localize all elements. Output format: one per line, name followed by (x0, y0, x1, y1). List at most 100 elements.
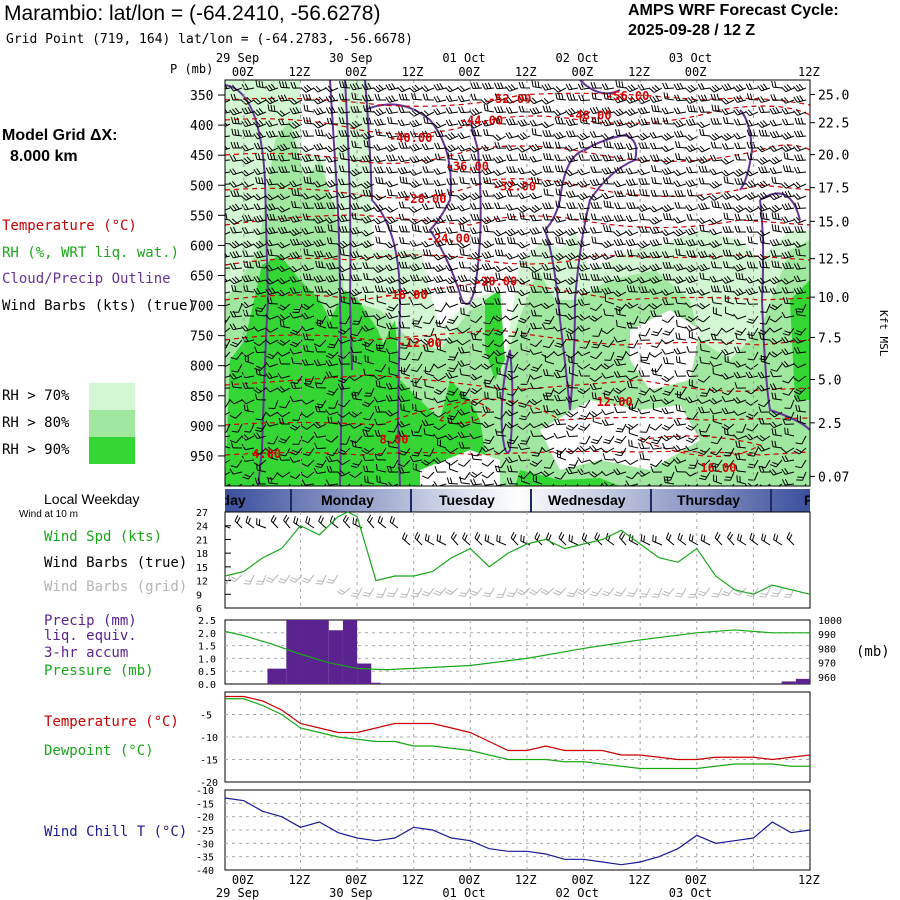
barb-staff (359, 483, 363, 486)
barb-feather (375, 236, 378, 243)
barb-staff (333, 339, 339, 349)
wind-barb (313, 85, 327, 93)
barb-staff (329, 230, 339, 233)
barb-feather (314, 381, 318, 388)
barb-staff (244, 255, 255, 258)
wind-barb (225, 315, 231, 324)
barb-staff (329, 159, 339, 163)
barb-staff (269, 207, 279, 211)
model-grid-value: 8.000 km (10, 148, 78, 165)
barb-feather (314, 154, 318, 161)
barb-feather (374, 418, 378, 425)
barb-feather (289, 348, 294, 355)
barb-staff (389, 399, 399, 402)
wind-barb (267, 104, 279, 113)
barb-feather (387, 116, 390, 124)
wind-barb (301, 145, 315, 153)
barb-feather (313, 467, 318, 474)
temperature-contour (225, 398, 810, 426)
wind-barb (409, 108, 423, 117)
barb-feather (244, 144, 249, 151)
barb-staff (281, 387, 291, 393)
barb-feather (292, 287, 297, 294)
barb-feather (256, 365, 263, 370)
wind-barb (337, 459, 351, 465)
barb-staff (232, 290, 243, 293)
barb-staff (364, 291, 375, 294)
barb-feather (248, 129, 252, 137)
barb-feather (411, 110, 418, 116)
barb-feather (232, 341, 239, 346)
barb-feather (387, 409, 394, 416)
barb-staff (417, 315, 423, 325)
barb-feather (291, 152, 294, 159)
barb-staff (245, 447, 255, 451)
barb-feather (246, 96, 252, 102)
barb-feather (364, 475, 366, 483)
barb-feather (265, 240, 270, 247)
barb-feather (232, 84, 237, 91)
barb-feather (355, 227, 360, 233)
barb-feather (257, 153, 261, 160)
wind-barb (316, 318, 327, 329)
wind-barb (376, 295, 387, 305)
barb-feather (301, 305, 308, 311)
wind-barb (225, 327, 231, 333)
dewpoint-panel-label: Dewpoint (°C) (44, 743, 154, 759)
barb-staff (281, 99, 291, 102)
barb-feather (218, 192, 221, 198)
barb-staff (354, 411, 363, 418)
wind-barb (325, 274, 339, 283)
barb-feather (361, 206, 367, 212)
wind-barb (373, 374, 387, 381)
barb-feather (279, 314, 286, 320)
barb-feather (256, 215, 261, 222)
barb-feather (349, 203, 354, 210)
barb-feather (327, 416, 330, 423)
barb-feather (320, 285, 324, 293)
barb-feather (385, 254, 391, 261)
barb-staff (472, 338, 483, 341)
barb-feather (241, 145, 246, 152)
barb-staff (347, 483, 351, 486)
barb-feather (344, 225, 348, 233)
barb-feather (292, 341, 299, 345)
barb-feather (363, 241, 369, 247)
barb-feather (385, 181, 390, 188)
barb-feather (388, 264, 393, 271)
wind-barb (325, 179, 339, 188)
barb-staff (580, 278, 591, 281)
barb-feather (289, 216, 294, 223)
barb-feather (244, 83, 249, 90)
barb-feather (297, 189, 300, 196)
barb-feather (388, 394, 393, 401)
wind-barb (225, 483, 231, 486)
barb-feather (243, 284, 246, 292)
barb-feather (373, 195, 379, 201)
barb-feather (246, 156, 252, 162)
barb-feather (315, 85, 322, 92)
wind-barb (253, 215, 267, 223)
barb-feather (363, 418, 370, 421)
barb-feather (399, 357, 406, 361)
barb-feather (364, 83, 369, 90)
barb-feather (236, 117, 240, 124)
barb-feather (350, 488, 356, 491)
barb-staff (329, 483, 339, 486)
barb-staff (316, 207, 327, 210)
barb-feather (337, 471, 343, 477)
barb-staff (544, 374, 555, 377)
barb-staff (307, 459, 315, 467)
wind-barb (325, 166, 339, 174)
barb-feather (253, 216, 258, 223)
barb-feather (325, 86, 331, 93)
barb-feather (302, 285, 306, 293)
barb-feather (256, 168, 261, 174)
barb-feather (339, 242, 346, 248)
barb-staff (377, 469, 387, 473)
weekday-thursday: Thursday (677, 492, 741, 508)
barb-feather (340, 215, 345, 222)
wind-barb (412, 403, 423, 413)
barb-feather (268, 372, 273, 379)
barb-feather (342, 152, 345, 160)
